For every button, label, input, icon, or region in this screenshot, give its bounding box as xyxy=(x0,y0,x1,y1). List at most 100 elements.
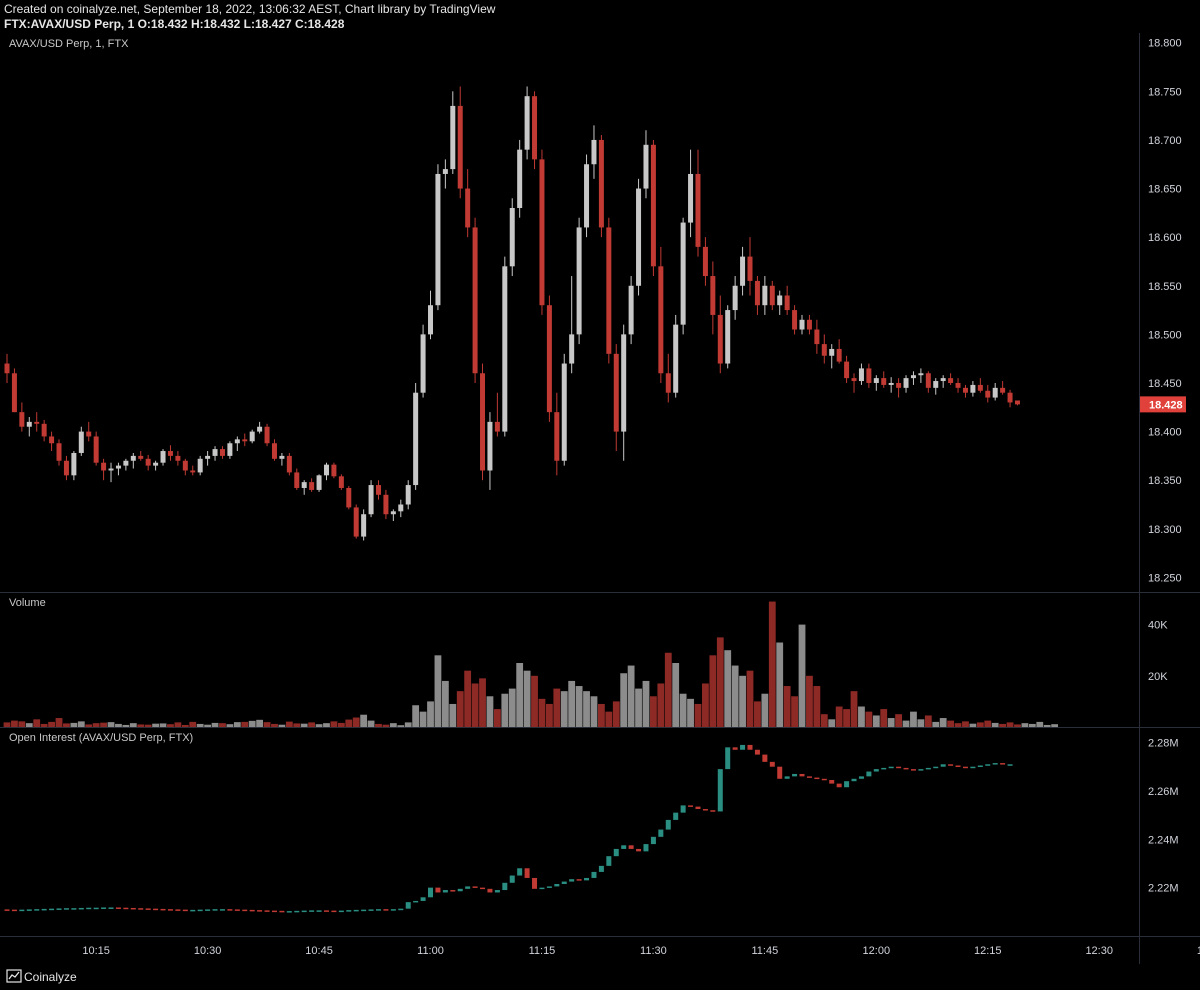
candle-body xyxy=(442,169,448,174)
volume-bar xyxy=(441,680,449,727)
open-interest-candle xyxy=(368,909,374,911)
price-candle xyxy=(487,412,493,490)
candle-body xyxy=(621,334,627,432)
volume-bar xyxy=(486,696,494,727)
candle-body xyxy=(264,426,270,444)
open-interest-candle xyxy=(732,747,738,750)
volume-bar xyxy=(590,696,598,727)
price-candle xyxy=(792,305,798,335)
open-interest-candle xyxy=(294,910,300,913)
time-tick-label: 12:00 xyxy=(863,945,891,957)
volume-bar xyxy=(397,725,405,727)
open-interest-candle xyxy=(650,836,656,845)
candle-body xyxy=(494,421,500,432)
price-candle xyxy=(338,474,344,490)
open-interest-candle xyxy=(910,769,916,771)
price-candle xyxy=(680,217,686,335)
volume-bar xyxy=(895,714,902,727)
candle-body xyxy=(271,443,277,459)
open-interest-candle xyxy=(598,865,604,872)
price-candle xyxy=(1014,400,1020,406)
price-candle xyxy=(167,445,173,461)
open-interest-candle xyxy=(353,909,359,912)
open-interest-candle xyxy=(918,769,924,771)
volume-bar xyxy=(389,723,397,727)
volume-bar xyxy=(947,720,955,727)
open-interest-candle xyxy=(465,886,471,889)
price-candle xyxy=(219,446,225,459)
candle-body xyxy=(368,485,374,515)
volume-bar xyxy=(25,723,33,727)
volume-bar xyxy=(144,724,152,727)
candle-body xyxy=(673,324,679,393)
open-interest-candle xyxy=(896,766,902,769)
open-interest-candle xyxy=(115,907,121,909)
candle-body xyxy=(182,460,188,471)
open-interest-candle xyxy=(509,875,515,883)
candle-body xyxy=(725,310,731,364)
open-interest-tick-label: 2.24M xyxy=(1148,834,1179,846)
volume-bar xyxy=(627,665,635,727)
candle-body xyxy=(323,464,329,476)
open-interest-candle xyxy=(175,909,181,911)
chart-canvas[interactable]: 18.800 18.750 18.700 18.650 18.600 18.550 18.5… xyxy=(0,33,1200,964)
open-interest-candle xyxy=(717,769,723,812)
volume-bar xyxy=(531,675,538,727)
open-interest-candle xyxy=(970,766,976,769)
candle-body xyxy=(361,514,367,537)
volume-bar xyxy=(508,688,516,727)
candle-body xyxy=(539,159,545,306)
volume-bar xyxy=(449,703,457,727)
open-interest-candle xyxy=(725,747,731,770)
price-candle xyxy=(695,149,701,257)
open-interest-candle xyxy=(524,868,530,878)
open-interest-candle xyxy=(740,744,746,750)
price-candle xyxy=(725,305,731,369)
candle-body xyxy=(628,285,634,335)
candle-body xyxy=(279,455,285,459)
price-candle xyxy=(442,159,448,189)
open-interest-candle xyxy=(346,910,352,912)
price-candle xyxy=(613,344,619,452)
volume-bar xyxy=(181,724,189,727)
open-interest-candle xyxy=(673,812,679,820)
volume-bar xyxy=(902,720,910,727)
candle-body xyxy=(145,458,151,466)
volume-bar xyxy=(11,720,18,727)
volume-bar xyxy=(308,722,316,727)
volume-bar xyxy=(382,724,390,727)
open-interest-candle xyxy=(138,908,144,910)
price-candle xyxy=(138,451,144,461)
price-candle xyxy=(584,154,590,238)
volume-bar xyxy=(932,721,940,727)
price-candle xyxy=(636,178,642,296)
open-interest-candle xyxy=(502,882,508,891)
volume-bar xyxy=(820,714,828,727)
volume-tick-label: 20K xyxy=(1148,671,1168,683)
open-interest-candle xyxy=(41,908,47,911)
candle-body xyxy=(78,431,84,453)
price-candle xyxy=(925,371,931,393)
price-candle xyxy=(814,319,820,354)
volume-bar xyxy=(1006,722,1014,727)
candle-body xyxy=(732,285,738,311)
price-candle xyxy=(160,449,166,466)
price-candle xyxy=(621,324,627,461)
candle-body xyxy=(234,439,240,444)
last-price-badge xyxy=(1140,396,1186,413)
candle-body xyxy=(480,373,486,471)
volume-bar xyxy=(70,722,78,727)
open-interest-candle xyxy=(428,887,434,898)
price-candle xyxy=(63,455,69,481)
candle-body xyxy=(11,373,17,413)
price-candle xyxy=(732,276,738,320)
price-candle xyxy=(309,478,315,492)
candle-body xyxy=(34,421,40,424)
price-candle xyxy=(108,462,114,483)
price-candle xyxy=(948,373,954,385)
volume-bar xyxy=(553,688,561,727)
price-candle xyxy=(383,489,389,520)
price-candle xyxy=(11,368,17,413)
candle-body xyxy=(576,227,582,335)
open-interest-candle xyxy=(784,776,790,779)
